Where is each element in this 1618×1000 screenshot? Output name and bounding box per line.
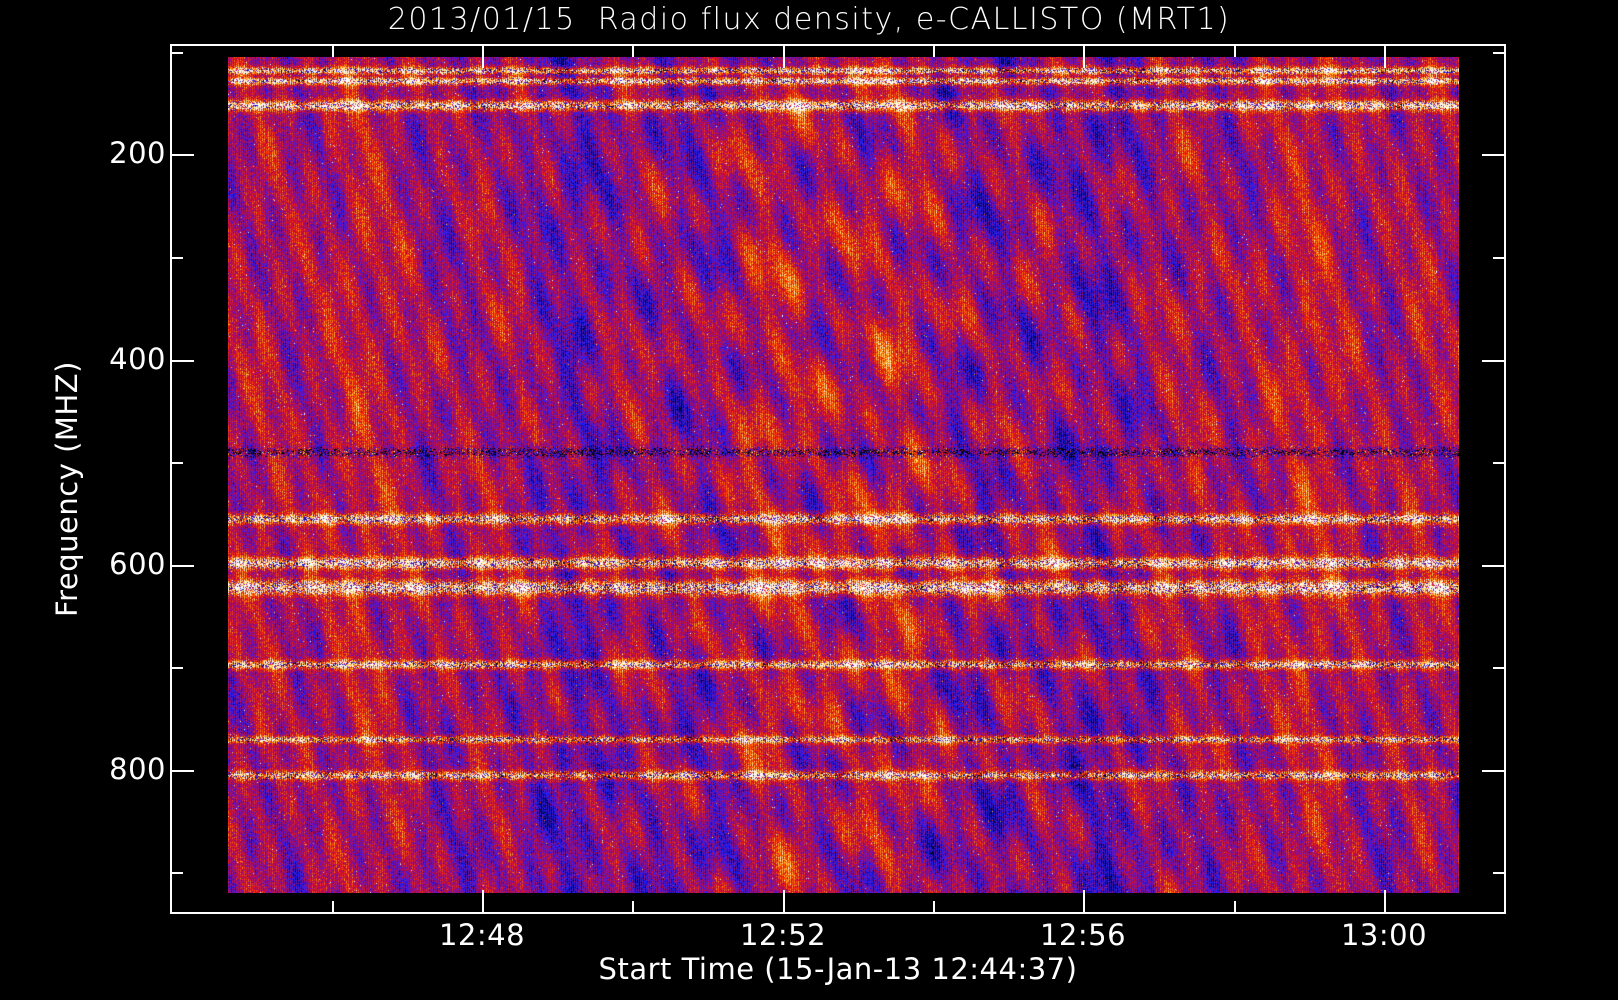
y-tick-minor-500 <box>170 462 183 464</box>
y-axis-title: Frequency (MHZ) <box>50 361 84 617</box>
y-tick-minor-right-500 <box>1493 462 1506 464</box>
x-tick-major-13:00 <box>1384 890 1386 914</box>
y-tick-minor-900 <box>170 872 183 874</box>
x-tick-minor-top-46 <box>332 44 334 57</box>
y-tick-minor-right-900 <box>1493 872 1506 874</box>
y-tick-major-800 <box>170 770 194 772</box>
x-tick-major-12:48 <box>482 890 484 914</box>
y-tick-major-right-200 <box>1482 154 1506 156</box>
page-title: 2013/01/15 Radio flux density, e-CALLIST… <box>387 2 1231 37</box>
x-axis-title: Start Time (15-Jan-13 12:44:37) <box>598 952 1078 986</box>
x-tick-label-12-48: 12:48 <box>438 918 526 952</box>
y-tick-major-600 <box>170 565 194 567</box>
x-tick-minor-46 <box>332 901 334 914</box>
y-tick-major-200 <box>170 154 194 156</box>
x-tick-label-12-52: 12:52 <box>739 918 827 952</box>
x-tick-major-top-12:52 <box>783 44 785 68</box>
x-tick-minor-54 <box>933 901 935 914</box>
y-tick-major-400 <box>170 360 194 362</box>
x-tick-major-12:52 <box>783 890 785 914</box>
y-tick-label-600: 600 <box>109 547 166 581</box>
x-tick-major-top-13:00 <box>1384 44 1386 68</box>
y-tick-label-200: 200 <box>109 136 166 170</box>
y-tick-minor-right-700 <box>1493 667 1506 669</box>
y-tick-minor-700 <box>170 667 183 669</box>
y-tick-minor-right-300 <box>1493 257 1506 259</box>
x-tick-minor-50 <box>632 901 634 914</box>
x-tick-major-top-12:56 <box>1083 44 1085 68</box>
spectrogram-image <box>228 57 1459 893</box>
x-tick-major-top-12:48 <box>482 44 484 68</box>
x-tick-minor-top-54 <box>933 44 935 57</box>
y-tick-minor-300 <box>170 257 183 259</box>
x-tick-label-13-00: 13:00 <box>1340 918 1428 952</box>
x-tick-minor-top-50 <box>632 44 634 57</box>
x-tick-major-12:56 <box>1083 890 1085 914</box>
y-tick-major-right-800 <box>1482 770 1506 772</box>
y-tick-label-800: 800 <box>109 752 166 786</box>
y-tick-minor-right-100 <box>1493 52 1506 54</box>
y-tick-major-right-400 <box>1482 360 1506 362</box>
x-tick-label-12-56: 12:56 <box>1039 918 1127 952</box>
x-tick-minor-58 <box>1234 901 1236 914</box>
y-tick-major-right-600 <box>1482 565 1506 567</box>
y-tick-minor-100 <box>170 52 183 54</box>
y-tick-label-400: 400 <box>109 342 166 376</box>
x-tick-minor-top-58 <box>1234 44 1236 57</box>
